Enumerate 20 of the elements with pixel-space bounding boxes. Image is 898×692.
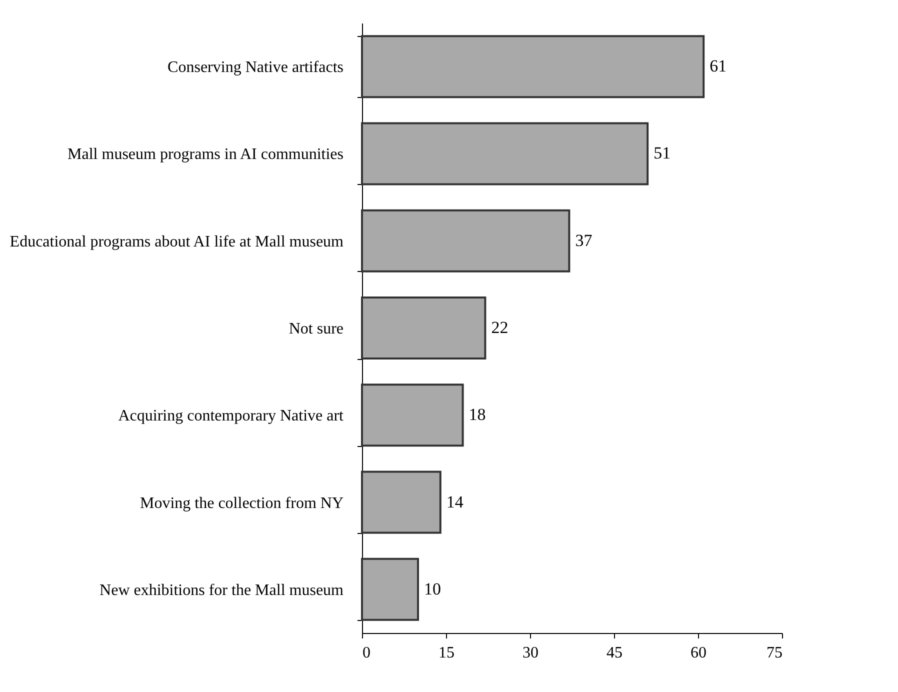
data-label: 10: [424, 579, 441, 598]
data-label: 61: [710, 56, 727, 76]
data-label: 18: [468, 405, 486, 424]
data-label: 22: [491, 318, 508, 337]
x-tick-label: 60: [690, 644, 706, 662]
data-label: 51: [654, 144, 671, 163]
y-tick-label: Moving the collection from NY: [140, 494, 344, 512]
y-tick-label: New exhibitions for the Mall museum: [100, 582, 344, 599]
y-tick-label: Conserving Native artifacts: [168, 59, 344, 76]
data-label: 37: [575, 230, 593, 250]
y-tick-label: Acquiring contemporary Native art: [118, 408, 344, 425]
x-tick-label: 45: [606, 644, 622, 662]
y-tick-label: Mall museum programs in AI communities: [68, 146, 344, 164]
x-tick-label: 75: [766, 644, 782, 662]
data-label: 14: [446, 492, 464, 512]
x-tick-label: 0: [362, 644, 370, 662]
x-tick-label: 15: [438, 644, 454, 662]
y-tick-label: Not sure: [288, 320, 344, 338]
y-tick-label: Educational programs about AI life at Mall museum: [10, 233, 344, 250]
x-tick-label: 30: [522, 644, 538, 662]
